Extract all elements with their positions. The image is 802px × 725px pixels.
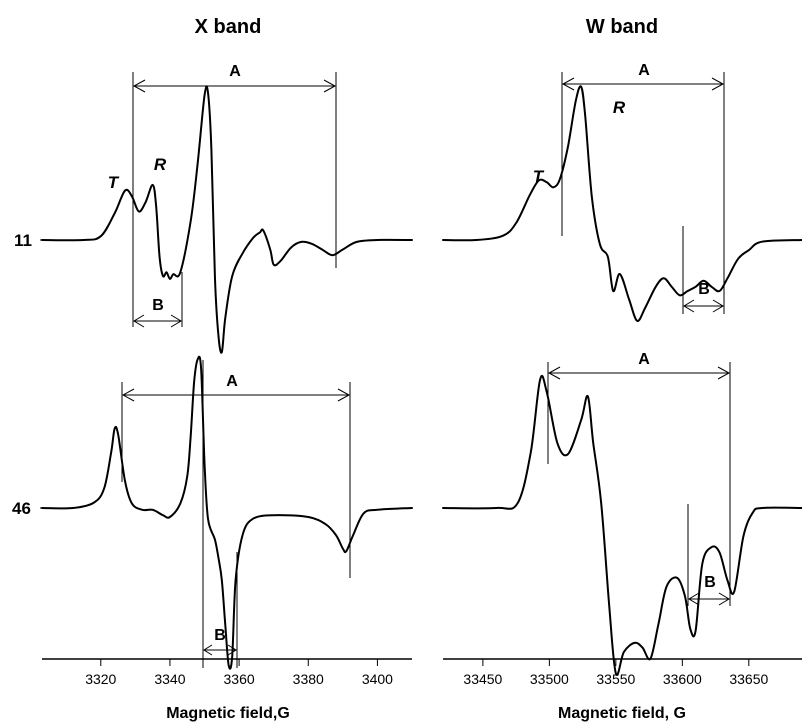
w46-annotations: A B	[547, 351, 731, 606]
w11-interval-a-arrowheads	[561, 77, 725, 91]
w11-peak-t-label: T	[533, 167, 545, 186]
x46-interval-b-label: B	[214, 627, 226, 644]
x-tick-label: 33550	[596, 671, 635, 687]
x-tick-label: 33500	[530, 671, 569, 687]
w-band-ticks: 33450 33500 33550 33600 33650	[463, 659, 768, 687]
x-tick-label: 33450	[463, 671, 502, 687]
x46-interval-b-arrowheads	[203, 644, 237, 656]
x-band-trace-46	[41, 355, 413, 670]
x11-annotations: A B T R	[108, 63, 337, 328]
x-tick-label: 3320	[85, 671, 116, 687]
w-band-trace-11	[442, 85, 802, 322]
w46-interval-a-arrowheads	[547, 366, 731, 380]
w-band-title: W band	[586, 16, 658, 38]
x-tick-label: 33650	[729, 671, 768, 687]
w11-peak-r-label: R	[613, 98, 626, 117]
w11-interval-a-label: A	[638, 62, 650, 79]
x-tick-label: 3380	[293, 671, 324, 687]
row-label-46: 46	[12, 499, 31, 518]
x11-interval-a-label: A	[229, 63, 241, 80]
x-tick-label: 3360	[224, 671, 255, 687]
x11-interval-a-arrowheads	[132, 79, 337, 93]
w11-interval-b-label: B	[698, 281, 710, 298]
x-tick-label: 33600	[663, 671, 702, 687]
x11-interval-b-label: B	[152, 297, 164, 314]
x11-interval-b-arrowheads	[133, 314, 182, 328]
w11-interval-b-arrowheads	[683, 299, 724, 313]
x46-annotations: A B	[121, 360, 351, 668]
x46-interval-a-arrowheads	[121, 388, 351, 402]
x-tick-label: 3340	[154, 671, 185, 687]
x-band-ticks: 3320 3340 3360 3380 3400	[85, 659, 393, 687]
x11-peak-r-label: R	[154, 155, 167, 174]
x11-peak-t-label: T	[108, 173, 120, 192]
x46-interval-a-label: A	[226, 373, 238, 390]
w-band-axis-label: Magnetic field, G	[558, 705, 686, 722]
w46-interval-a-label: A	[638, 351, 650, 368]
x-band-title: X band	[195, 16, 262, 38]
row-label-11: 11	[14, 231, 32, 250]
w11-annotations: A B T R	[533, 62, 725, 314]
x-band-trace-11	[41, 85, 413, 354]
x-tick-label: 3400	[362, 671, 393, 687]
w46-interval-b-label: B	[704, 574, 716, 591]
w-band-trace-46	[442, 374, 802, 677]
x-band-axis-label: Magnetic field,G	[166, 705, 290, 722]
w46-interval-b-arrowheads	[688, 592, 730, 606]
